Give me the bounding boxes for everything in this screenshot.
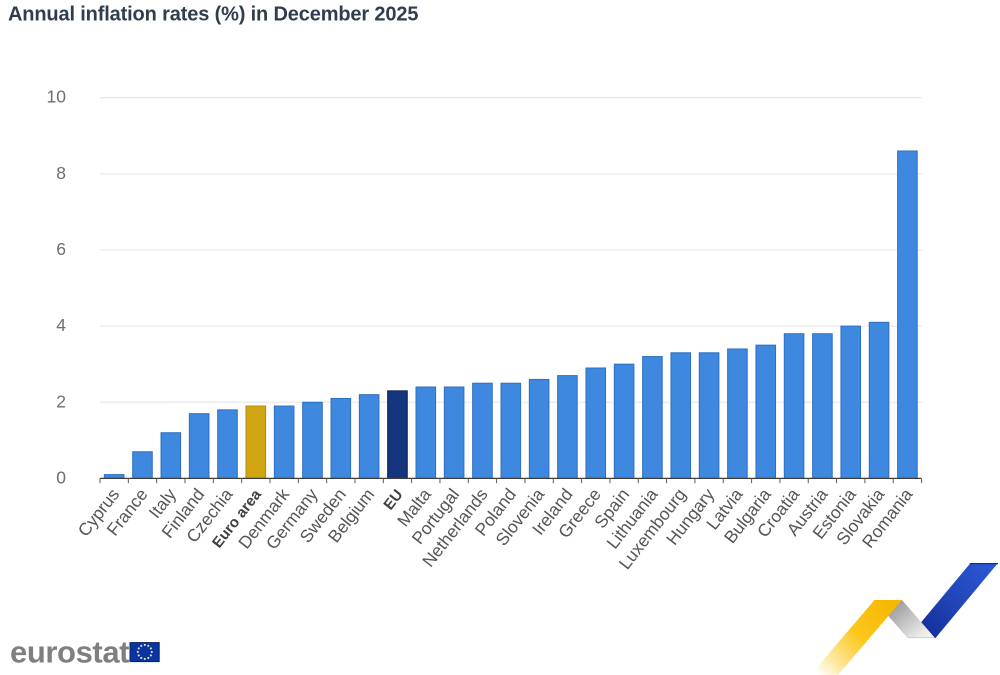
svg-text:6: 6 [56,239,66,259]
svg-text:0: 0 [56,467,66,487]
svg-text:8: 8 [56,163,66,183]
svg-text:eurostat: eurostat [10,634,129,669]
svg-text:2: 2 [56,391,66,411]
svg-text:4: 4 [56,315,66,335]
svg-text:10: 10 [47,87,67,107]
svg-text:Annual inflation rates (%) in: Annual inflation rates (%) in December 2… [8,3,418,25]
